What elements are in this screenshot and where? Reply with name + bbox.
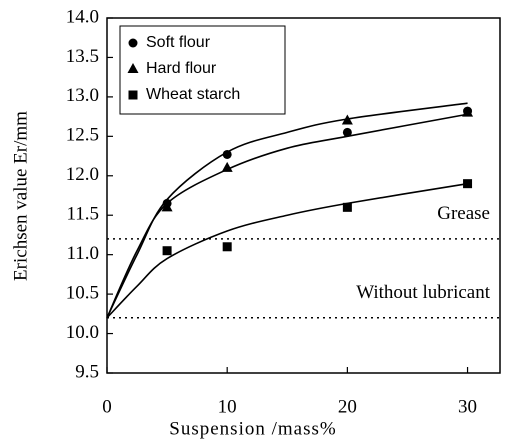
x-axis-label: Suspension /mass% <box>169 418 336 439</box>
marker <box>342 127 352 137</box>
y-tick-label: 10.0 <box>66 322 99 343</box>
marker <box>221 161 233 172</box>
reference-label: Grease <box>437 203 490 224</box>
marker <box>222 149 232 159</box>
legend-marker <box>128 38 138 48</box>
marker <box>222 242 232 252</box>
x-tick-label: 10 <box>218 396 237 417</box>
y-tick-label: 12.5 <box>66 125 99 146</box>
legend-marker <box>127 63 139 73</box>
legend-box <box>119 25 286 115</box>
fit-curve <box>106 182 468 319</box>
marker <box>161 201 173 212</box>
y-tick-label: 12.0 <box>66 164 99 185</box>
reference-label: Without lubricant <box>356 282 491 303</box>
x-tick-label: 20 <box>338 396 357 417</box>
y-tick-label: 14.0 <box>66 6 99 27</box>
y-tick-label: 11.5 <box>66 204 99 225</box>
y-tick-label: 11.0 <box>66 243 99 264</box>
legend-marker <box>128 90 138 100</box>
legend-label: Wheat starch <box>146 86 240 103</box>
y-tick-label: 13.0 <box>66 85 99 106</box>
y-tick-label: 9.5 <box>75 361 99 382</box>
marker <box>342 202 352 212</box>
y-axis-label: Erichsen value Er/mm <box>10 111 31 281</box>
marker <box>463 179 473 189</box>
y-tick-label: 10.5 <box>66 282 99 303</box>
marker <box>341 114 353 125</box>
y-tick-label: 13.5 <box>66 46 99 67</box>
legend-label: Soft flour <box>146 34 211 51</box>
x-tick-label: 30 <box>458 396 477 417</box>
x-tick-label: 0 <box>102 396 112 417</box>
marker <box>462 106 474 117</box>
marker <box>162 246 172 256</box>
plot-frame <box>106 17 501 374</box>
legend-label: Hard flour <box>146 60 217 77</box>
